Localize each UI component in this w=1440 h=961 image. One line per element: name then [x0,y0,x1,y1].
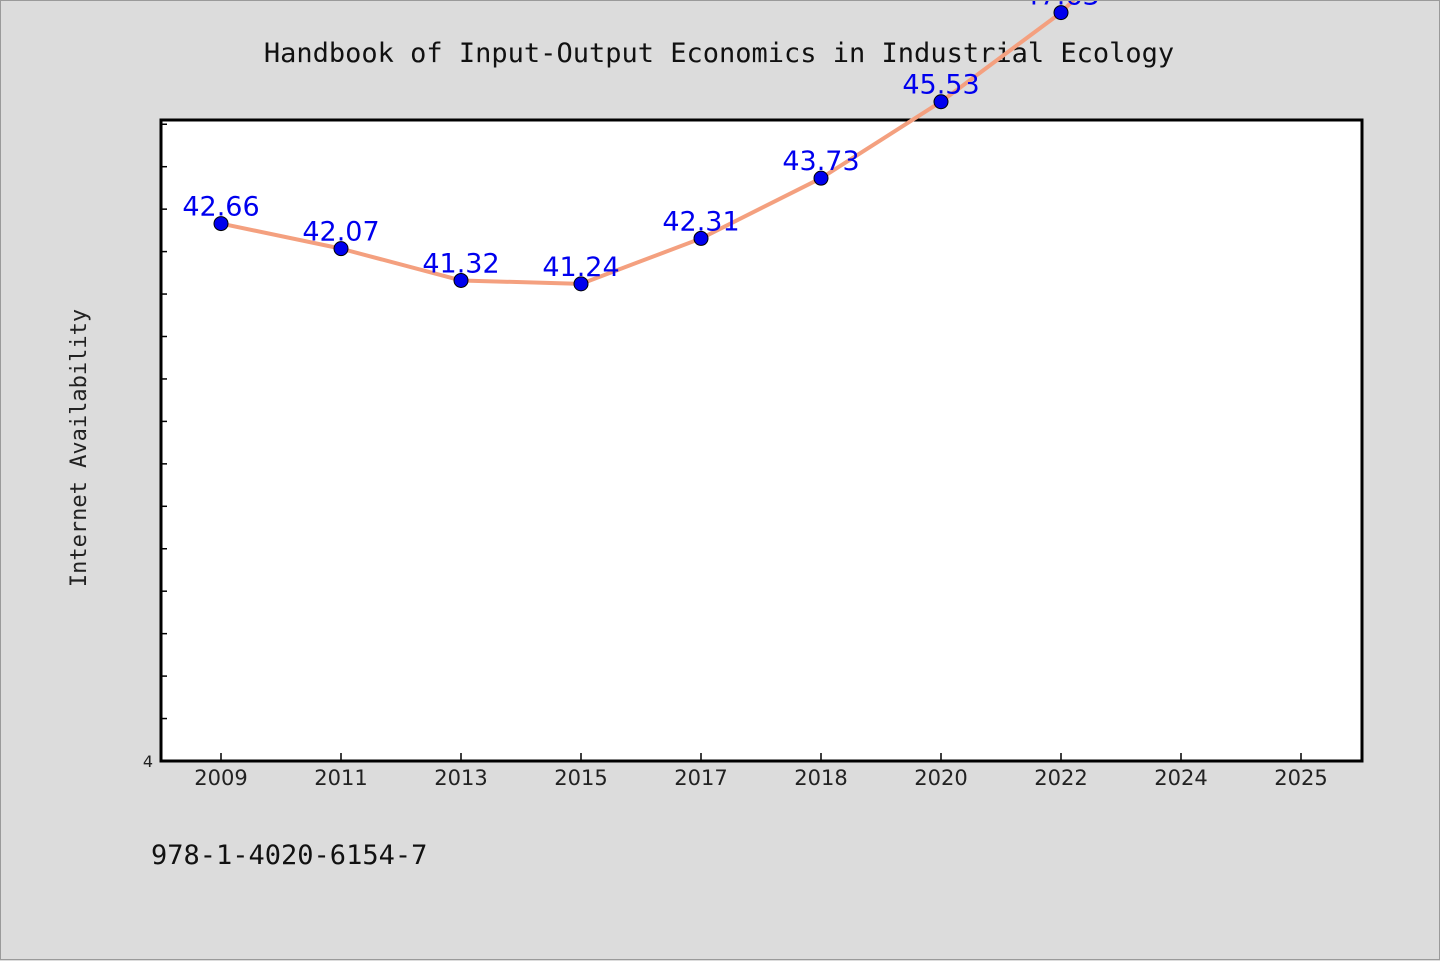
y-axis-ticks [161,123,167,762]
x-tick-label: 2025 [1274,766,1327,790]
y-axis-label: Internet Availability [67,309,92,587]
data-label: 47.63 [1022,1,1099,12]
data-point [1053,5,1069,21]
data-point [213,216,229,232]
data-label: 42.07 [302,217,379,248]
data-label: 41.32 [422,248,499,279]
x-tick-label: 2024 [1154,766,1207,790]
data-label: 45.53 [902,70,979,101]
data-point [453,272,469,288]
x-tick-label: 2011 [314,766,367,790]
x-tick-label: 2022 [1034,766,1087,790]
plot-area [159,118,1364,763]
data-label: 43.73 [782,146,859,177]
x-tick-label: 2009 [194,766,247,790]
data-point [573,276,589,292]
data-label: 41.24 [542,252,619,283]
data-point [693,230,709,246]
x-tick-label: 2020 [914,766,967,790]
x-tick-label: 2013 [434,766,487,790]
series-line [219,1,1076,286]
data-markers [213,5,1069,292]
data-label: 42.66 [182,192,259,223]
data-point [933,94,949,110]
isbn-footer: 978-1-4020-6154-7 [151,840,427,871]
chart-title: Handbook of Input-Output Economics in In… [264,38,1174,69]
data-labels: 42.66 42.07 41.32 41.24 42.31 43.73 45.53 47.63… [182,1,1099,283]
data-label: 42.31 [662,206,739,237]
data-point [333,241,349,257]
x-axis-ticks [220,753,1302,761]
x-tick-label: 2017 [674,766,727,790]
y-tick-label: 4 [143,752,153,771]
x-axis-tick-labels: 2009 2011 2013 2015 2017 2018 2020 2022 2024 2025 [194,766,1327,790]
x-tick-label: 2018 [794,766,847,790]
data-point [813,170,829,186]
x-tick-label: 2015 [554,766,607,790]
